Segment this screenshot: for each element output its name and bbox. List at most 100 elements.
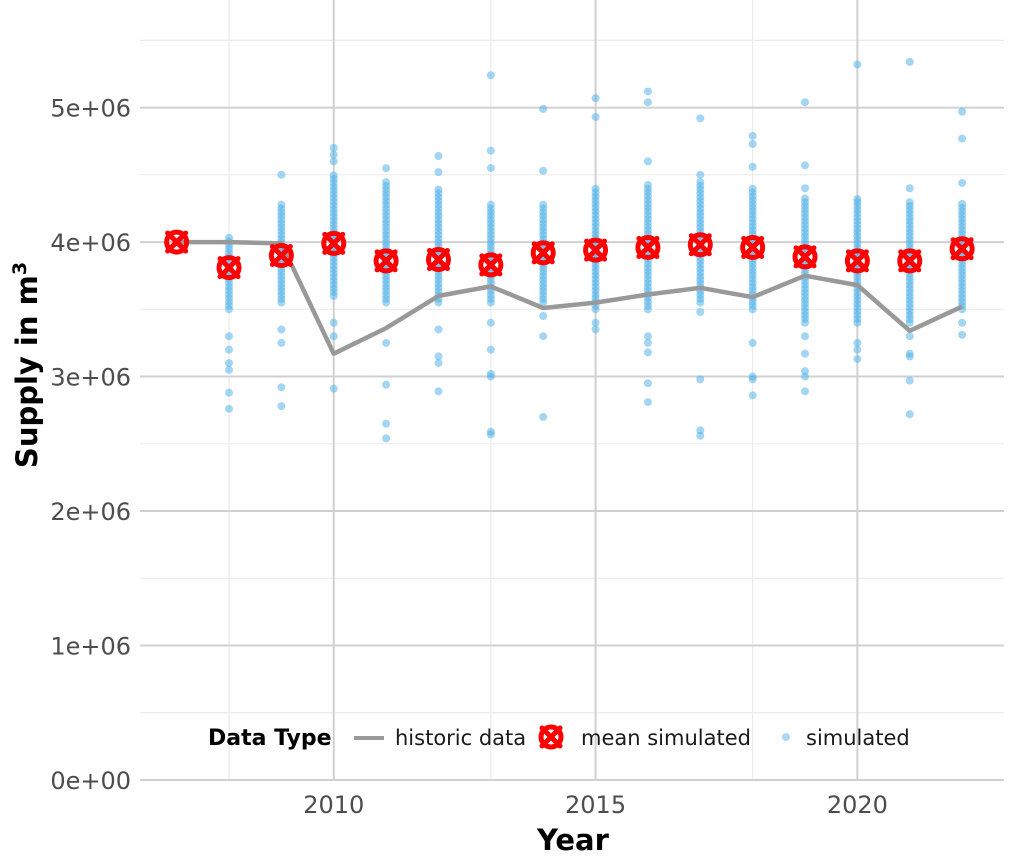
simulated-point xyxy=(486,430,495,439)
mean-marker-ring xyxy=(740,234,766,260)
simulated-point xyxy=(853,338,862,347)
simulated-point xyxy=(801,387,810,396)
simulated-point xyxy=(382,338,391,347)
simulated-point xyxy=(853,355,862,364)
simulated-point xyxy=(591,184,600,193)
simulated-point xyxy=(643,332,652,341)
mean-simulated-point xyxy=(321,230,347,256)
mean-simulated-point xyxy=(949,236,975,262)
mean-simulated-point xyxy=(792,244,818,270)
mean-points-layer xyxy=(164,229,975,281)
mean-marker-ring xyxy=(530,240,556,266)
simulated-point xyxy=(329,332,338,341)
simulated-point xyxy=(643,348,652,357)
simulated-point xyxy=(486,345,495,354)
simulated-point xyxy=(591,318,600,327)
legend-label-mean: mean simulated xyxy=(581,726,751,750)
simulated-point xyxy=(329,143,338,152)
mean-marker-ring xyxy=(897,248,923,274)
simulated-point xyxy=(905,352,914,361)
simulated-point xyxy=(958,107,967,116)
legend-mean-marker xyxy=(538,724,564,750)
simulated-point xyxy=(486,372,495,381)
simulated-point xyxy=(539,332,548,341)
mean-marker-ring xyxy=(538,724,564,750)
legend-mean-swatch xyxy=(538,724,564,750)
simulated-point xyxy=(643,398,652,407)
simulated-point xyxy=(434,168,443,177)
simulated-point xyxy=(329,384,338,393)
y-tick-label: 3e+06 xyxy=(50,364,131,392)
simulated-point xyxy=(853,60,862,69)
mean-marker-ring xyxy=(687,232,713,258)
legend-simulated-swatch xyxy=(782,733,790,741)
mean-simulated-point xyxy=(635,234,661,260)
simulated-point xyxy=(225,404,234,413)
simulated-point xyxy=(801,184,810,193)
simulated-point xyxy=(801,349,810,358)
simulated-point xyxy=(748,162,757,171)
simulated-point xyxy=(643,87,652,96)
simulated-point xyxy=(486,71,495,80)
simulated-point xyxy=(434,352,443,361)
simulated-point xyxy=(905,57,914,66)
simulated-point xyxy=(958,330,967,339)
simulated-point xyxy=(801,332,810,341)
simulated-point xyxy=(643,379,652,388)
legend: Data Type historic data mean simulated s… xyxy=(208,724,910,751)
simulated-point xyxy=(277,170,286,179)
simulated-point xyxy=(696,114,705,123)
simulated-point xyxy=(277,338,286,347)
simulated-point xyxy=(905,184,914,193)
y-axis-title: Supply in m3 xyxy=(9,262,44,468)
simulated-point xyxy=(486,318,495,327)
mean-simulated-point xyxy=(268,243,294,269)
simulated-point xyxy=(539,104,548,113)
legend-title: Data Type xyxy=(208,726,332,751)
legend-label-simulated: simulated xyxy=(806,726,910,750)
simulated-point xyxy=(277,383,286,392)
simulated-point xyxy=(382,434,391,443)
simulated-point xyxy=(905,332,914,341)
simulated-point xyxy=(382,419,391,428)
simulated-point xyxy=(382,380,391,389)
simulated-point xyxy=(958,134,967,143)
simulated-point xyxy=(748,131,757,140)
simulated-point xyxy=(382,164,391,173)
simulated-point xyxy=(225,365,234,374)
simulated-point xyxy=(277,200,286,209)
simulated-point xyxy=(853,345,862,354)
simulated-point xyxy=(434,359,443,368)
x-tick-labels: 2010 2015 2020 xyxy=(303,791,888,819)
simulated-point xyxy=(329,157,338,166)
simulated-point xyxy=(225,388,234,397)
mean-simulated-point xyxy=(373,248,399,274)
simulated-point xyxy=(434,185,443,194)
mean-simulated-point xyxy=(897,248,923,274)
simulated-point xyxy=(277,325,286,334)
simulated-point xyxy=(382,178,391,187)
simulated-point xyxy=(539,312,548,321)
simulated-point xyxy=(696,375,705,384)
x-tick-label: 2010 xyxy=(303,791,364,819)
y-tick-labels: 0e+00 1e+06 2e+06 3e+06 4e+06 5e+06 xyxy=(50,95,131,795)
simulated-point xyxy=(486,146,495,155)
simulated-point xyxy=(696,308,705,316)
simulated-point xyxy=(696,431,705,440)
mean-marker-ring xyxy=(792,244,818,270)
minor-gridlines xyxy=(140,0,1004,780)
mean-marker-ring xyxy=(844,248,870,274)
simulated-point xyxy=(329,150,338,159)
mean-simulated-point xyxy=(478,252,504,278)
simulated-point xyxy=(225,332,234,341)
mean-simulated-point xyxy=(425,247,451,273)
x-axis-title: Year xyxy=(536,823,610,857)
simulated-point xyxy=(853,195,862,204)
simulated-point xyxy=(643,338,652,347)
simulated-point xyxy=(905,198,914,207)
mean-simulated-point xyxy=(740,234,766,260)
simulated-point xyxy=(539,200,548,209)
simulated-point xyxy=(801,372,810,381)
mean-simulated-point xyxy=(530,240,556,266)
